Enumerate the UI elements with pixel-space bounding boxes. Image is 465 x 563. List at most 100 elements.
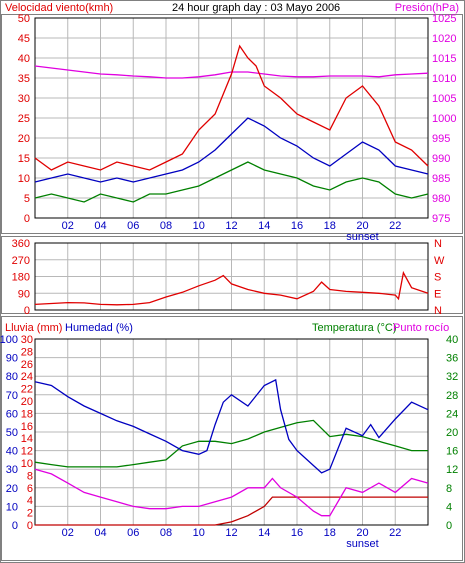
wind-time-tick: 06 [127, 220, 139, 232]
direction-tick-label: 180 [12, 272, 30, 284]
climate-time-tick: 08 [160, 527, 172, 539]
wind-gust-line [34, 44, 429, 171]
humidity-axis-label: Humedad (%) [65, 322, 133, 334]
temperature-tick-label: 20 [446, 427, 458, 439]
wind-tick-label: 15 [18, 153, 30, 165]
rain-tick-label: 26 [21, 359, 33, 371]
compass-tick-label: S [434, 272, 441, 284]
rain-line [35, 496, 428, 526]
humidity-tick-label: 80 [6, 371, 18, 383]
temperature-tick-label: 24 [446, 408, 458, 420]
compass-tick-label: N [434, 305, 442, 317]
wind-tick-label: 45 [18, 33, 30, 45]
temperature-axis-label: Temperatura (°C) [312, 322, 396, 334]
climate-time-tick: 14 [258, 527, 270, 539]
rain-tick-label: 28 [21, 346, 33, 358]
wind-tick-label: 25 [18, 113, 30, 125]
climate-time-tick: 10 [193, 527, 205, 539]
climate-time-tick: 12 [225, 527, 237, 539]
wind-time-tick: 18 [324, 220, 336, 232]
rain-tick-label: 4 [27, 495, 33, 507]
rain-tick-label: 12 [21, 446, 33, 458]
temperature-tick-label: 32 [446, 371, 458, 383]
temperature-tick-label: 8 [446, 483, 452, 495]
rain-tick-label: 8 [27, 470, 33, 482]
wind-axis-label: Velocidad viento(kmh) [5, 2, 113, 14]
rain-tick-label: 2 [27, 508, 33, 520]
rain-tick-label: 0 [27, 520, 33, 532]
climate-time-tick: 22 [389, 527, 401, 539]
direction-tick-label: 0 [24, 305, 30, 317]
climate-time-tick: 18 [324, 527, 336, 539]
rain-tick-label: 10 [21, 458, 33, 470]
temperature-tick-label: 0 [446, 520, 452, 532]
pressure-tick-label: 1005 [432, 93, 456, 105]
pressure-tick-label: 1010 [432, 73, 456, 85]
humidity-tick-label: 20 [6, 483, 18, 495]
humidity-tick-label: 90 [6, 353, 18, 365]
climate-plot-area [34, 338, 429, 526]
direction-tick-label: 90 [18, 288, 30, 300]
wind-tick-label: 50 [18, 13, 30, 25]
humidity-tick-label: 0 [12, 520, 18, 532]
humidity-tick-label: 60 [6, 408, 18, 420]
pressure-axis-label: Presión(hPa) [395, 2, 459, 14]
rain-tick-label: 18 [21, 408, 33, 420]
temperature-tick-label: 28 [446, 390, 458, 402]
wind-time-tick: 02 [62, 220, 74, 232]
wind-time-tick: 04 [94, 220, 106, 232]
humidity-tick-label: 100 [0, 334, 18, 346]
wind-time-tick: 14 [258, 220, 270, 232]
rain-tick-label: 30 [21, 334, 33, 346]
pressure-tick-label: 1025 [432, 13, 456, 25]
rain-tick-label: 14 [21, 433, 33, 445]
humidity-tick-label: 70 [6, 390, 18, 402]
wind-avg-line [34, 117, 429, 183]
climate-time-tick: 02 [62, 527, 74, 539]
pressure-tick-label: 1015 [432, 53, 456, 65]
climate-time-tick: 20 [356, 527, 368, 539]
wind-tick-label: 30 [18, 93, 30, 105]
pressure-tick-label: 990 [432, 153, 450, 165]
rain-axis-label: Lluvia (mm) [5, 322, 62, 334]
wind-tick-label: 20 [18, 133, 30, 145]
rain-tick-label: 22 [21, 384, 33, 396]
direction-tick-label: 270 [12, 255, 30, 267]
wind-tick-label: 5 [24, 193, 30, 205]
dewpoint-axis-label: Punto rocío [393, 322, 449, 334]
wind-min-line [34, 161, 429, 203]
chart-layers: 0510152025303540455097598098599099510001… [0, 13, 458, 550]
pressure-tick-label: 985 [432, 173, 450, 185]
temperature-line [34, 419, 428, 468]
rain-tick-label: 24 [21, 371, 33, 383]
climate-time-tick: 06 [127, 527, 139, 539]
direction-plot-area [34, 242, 429, 311]
climate-time-tick: 16 [291, 527, 303, 539]
wind-tick-label: 10 [18, 173, 30, 185]
wind-time-tick: 20 [356, 220, 368, 232]
wind-time-tick: 12 [225, 220, 237, 232]
humidity-tick-label: 10 [6, 501, 18, 513]
wind-tick-label: 40 [18, 53, 30, 65]
climate-time-tick: 04 [94, 527, 106, 539]
direction-tick-label: 360 [12, 238, 30, 250]
wind-time-tick: 22 [389, 220, 401, 232]
direction-line [34, 270, 429, 306]
compass-tick-label: E [434, 288, 441, 300]
humidity-line [34, 378, 429, 474]
wind-time-tick: 16 [291, 220, 303, 232]
dewpoint-line [34, 468, 429, 517]
rain-tick-label: 6 [27, 483, 33, 495]
sunset-label: sunset [346, 231, 378, 243]
humidity-tick-label: 50 [6, 427, 18, 439]
wind-panel-frame [1, 14, 463, 234]
compass-tick-label: W [434, 255, 445, 267]
temperature-tick-label: 4 [446, 501, 452, 513]
rain-tick-label: 16 [21, 421, 33, 433]
pressure-tick-label: 995 [432, 133, 450, 145]
temperature-tick-label: 16 [446, 446, 458, 458]
wind-plot-area [34, 17, 429, 219]
temperature-tick-label: 40 [446, 334, 458, 346]
wind-time-tick: 10 [193, 220, 205, 232]
